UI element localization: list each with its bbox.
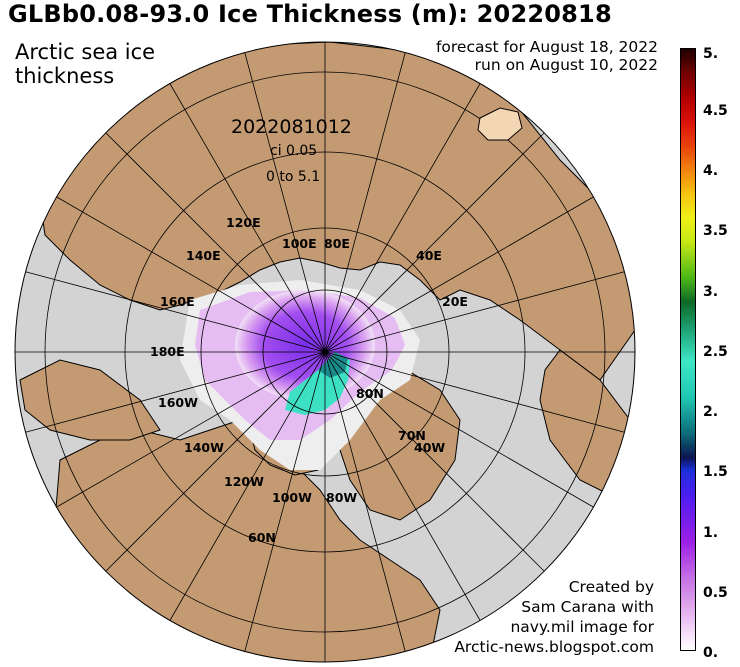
colorbar-tick: 0.5 [703, 585, 728, 601]
lat-label-70n: 70N [398, 428, 426, 443]
credit-line-4: Arctic-news.blogspot.com [454, 638, 654, 656]
colorbar [680, 48, 696, 651]
run-date: run on August 10, 2022 [474, 56, 658, 74]
map-title: GLBb0.08-93.0 Ice Thickness (m): 2022081… [8, 0, 612, 28]
lon-label-160w: 160W [158, 395, 198, 410]
range-label: 0 to 5.1 [266, 169, 321, 185]
subtitle-line-2: thickness [15, 64, 115, 88]
lon-label-100w: 100W [272, 490, 312, 505]
land-franz-josef-inset [477, 107, 523, 141]
sea-ice-thick-edge [318, 352, 348, 378]
lat-label-60n: 60N [248, 530, 276, 545]
lon-label-20e: 20E [442, 294, 468, 309]
credit-line-2: Sam Carana with [521, 598, 654, 616]
colorbar-tick: 0. [703, 645, 719, 661]
colorbar-tick: 4. [703, 163, 719, 179]
lon-label-140e: 140E [186, 248, 221, 263]
colorbar-tick: 3.5 [703, 223, 728, 239]
colorbar-tick: 3. [703, 284, 719, 300]
lon-label-100e: 100E [282, 236, 317, 251]
lon-label-160e: 160E [160, 294, 195, 309]
map-disk-border [14, 41, 636, 663]
forecast-date: forecast for August 18, 2022 [435, 38, 658, 56]
run-id-label: 2022081012 [231, 116, 352, 138]
lon-label-180e: 180E [150, 344, 185, 359]
lon-label-120e: 120E [226, 215, 261, 230]
colorbar-tick: 4.5 [703, 103, 728, 119]
graticule [15, 42, 635, 662]
credit-line-3: navy.mil image for [510, 618, 654, 636]
credit-text: Created by Sam Carana with navy.mil imag… [454, 577, 654, 657]
lon-label-80e: 80E [324, 236, 350, 251]
colorbar-tick: 1.5 [703, 464, 728, 480]
lon-label-80w: 80W [326, 490, 358, 505]
colorbar-tick: 5. [703, 46, 719, 62]
subtitle-line-1: Arctic sea ice [15, 40, 156, 64]
lon-label-40w: 40W [414, 440, 446, 455]
credit-line-1: Created by [568, 578, 654, 596]
forecast-info: forecast for August 18, 2022 run on Augu… [436, 38, 658, 74]
subtitle: Arctic sea ice thickness [15, 40, 155, 88]
contour-interval-label: ci 0.05 [270, 143, 318, 159]
lat-label-80n: 80N [356, 386, 384, 401]
lon-label-140w: 140W [184, 440, 224, 455]
colorbar-tick: 2. [703, 404, 719, 420]
land-alaska [19, 359, 161, 441]
colorbar-tick: 2.5 [703, 344, 728, 360]
lon-label-120w: 120W [224, 474, 264, 489]
lon-label-40e: 40E [416, 248, 442, 263]
colorbar-tick: 1. [703, 525, 719, 541]
